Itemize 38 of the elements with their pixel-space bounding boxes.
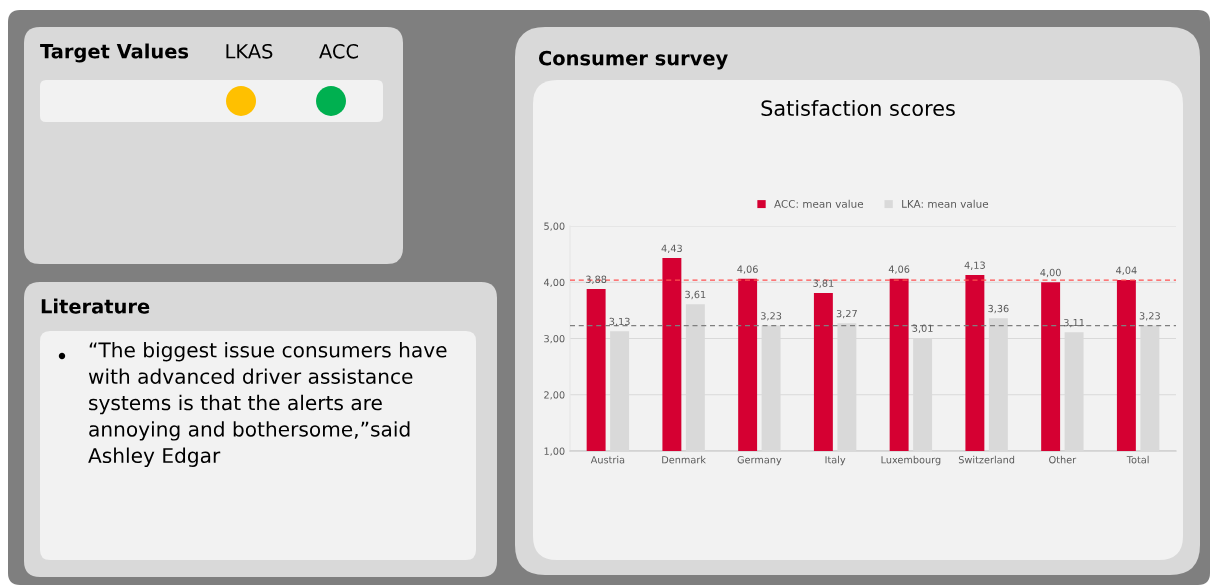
category-label: LKAS: [226, 43, 273, 59]
data-label: 3,01: [912, 324, 933, 333]
data-label: 4,43: [661, 244, 682, 253]
y-tick-label: 4,00: [543, 278, 565, 288]
x-tick-label: Total: [1126, 455, 1149, 464]
y-tick-label: 5,00: [544, 222, 565, 231]
legend-label: LKA: mean value: [902, 199, 989, 208]
data-label: 3,36: [988, 304, 1009, 314]
x-tick-label: Other: [1049, 455, 1077, 464]
data-label: 3,13: [609, 317, 630, 327]
x-tick-label: Switzerland: [958, 455, 1015, 464]
x-tick-label: Denmark: [662, 455, 706, 464]
data-label: 4,04: [1116, 266, 1137, 275]
data-label: 3,61: [685, 290, 706, 300]
data-label: 4,00: [1040, 268, 1061, 278]
data-label: 3,88: [586, 275, 607, 284]
text: Literature: [41, 298, 150, 314]
x-tick-label: Italy: [825, 455, 846, 466]
data-label: 4,13: [964, 261, 985, 270]
data-label: 3,23: [1139, 312, 1160, 321]
y-tick-label: 2,00: [544, 391, 565, 400]
data-label: 3,23: [761, 312, 782, 321]
data-label: 3,81: [813, 279, 834, 288]
legend-label: ACC: mean value: [774, 199, 864, 208]
x-tick-label: Luxembourg: [881, 455, 941, 466]
y-tick-label: 3,00: [544, 334, 565, 344]
data-label: 4,06: [888, 265, 910, 274]
y-tick-label: 1,00: [544, 447, 565, 456]
data-label: 3,27: [836, 309, 857, 319]
chart-subtitle: Satisfaction scores: [761, 99, 955, 117]
data-label: 3,11: [1064, 318, 1085, 328]
category-label: ACC: [319, 43, 358, 59]
data-label: 4,06: [737, 265, 758, 274]
text: Target Values: [40, 43, 189, 63]
text: “The biggest issue consumers have with advanced driver assistance systems is that the alerts are annoying and bothersome,”said Ashley Edgar: [88, 342, 447, 467]
chart-title: Consumer survey: [538, 50, 728, 70]
x-tick-label: Germany: [737, 456, 782, 466]
x-tick-label: Austria: [590, 455, 625, 464]
